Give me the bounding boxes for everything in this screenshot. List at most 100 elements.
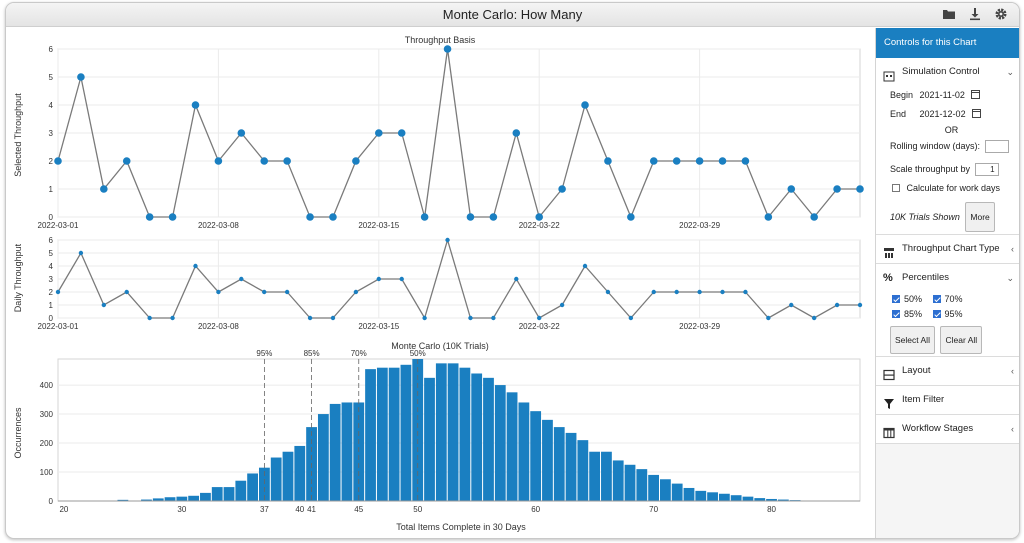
data-point bbox=[307, 315, 313, 321]
data-point bbox=[489, 213, 498, 221]
item-filter-header[interactable]: Item Filter bbox=[876, 386, 1019, 414]
histogram-bar bbox=[117, 499, 129, 501]
section-label: Workflow Stages bbox=[902, 423, 974, 434]
workflow-stages-header[interactable]: Workflow Stages ‹ bbox=[876, 415, 1019, 443]
histogram-bar bbox=[660, 479, 671, 501]
y-axis-label: Occurrences bbox=[13, 407, 23, 459]
clear-all-button[interactable]: Clear All bbox=[940, 326, 983, 354]
histogram-bar bbox=[412, 359, 424, 501]
histogram-bar bbox=[695, 490, 707, 501]
histogram-bar bbox=[494, 385, 506, 501]
percentile-buttons: Select All Clear All bbox=[890, 326, 1013, 354]
percentile-label: 85% bbox=[304, 349, 320, 358]
data-point bbox=[283, 157, 291, 165]
throughput-basis-chart: Throughput Basis Selected Throughput 0 1 2… bbox=[13, 35, 864, 230]
percentile-label: 70% bbox=[944, 294, 963, 304]
data-point bbox=[718, 157, 727, 165]
daily-throughput-chart: Daily Throughput 0 1 2 3 4 5 6 2022-03-01 2022-0… bbox=[13, 236, 863, 331]
histogram-bar bbox=[447, 363, 459, 501]
chart-area: Throughput Basis Selected Throughput 0 1 2… bbox=[6, 28, 874, 538]
percentile-label: 95% bbox=[256, 349, 272, 358]
percentiles-header[interactable]: % Percentiles ⌄ bbox=[876, 264, 1019, 292]
data-point bbox=[260, 157, 269, 165]
data-point bbox=[214, 157, 223, 165]
data-point bbox=[376, 276, 381, 282]
gear-icon[interactable] bbox=[994, 7, 1010, 23]
data-point bbox=[329, 213, 337, 221]
y-tick-label: 2 bbox=[49, 157, 54, 166]
histogram-bar bbox=[636, 469, 648, 501]
select-all-button[interactable]: Select All bbox=[890, 326, 935, 354]
histogram-bar bbox=[730, 495, 742, 501]
throughput-chart-type-header[interactable]: Throughput Chart Type ‹ bbox=[876, 235, 1019, 263]
data-point bbox=[810, 213, 818, 221]
data-point bbox=[764, 213, 773, 221]
x-tick-label: 50 bbox=[413, 505, 422, 514]
begin-row: Begin 2021-11-02 bbox=[890, 86, 1013, 105]
begin-date-field[interactable]: 2021-11-02 bbox=[919, 90, 965, 100]
histogram-bar bbox=[176, 496, 188, 501]
data-point bbox=[582, 263, 588, 269]
layout-header[interactable]: Layout ‹ bbox=[876, 357, 1019, 385]
series-line bbox=[57, 48, 860, 219]
percentile-85-checkbox[interactable] bbox=[892, 310, 900, 318]
data-point bbox=[627, 213, 635, 221]
histogram-bar bbox=[742, 496, 754, 501]
data-point bbox=[306, 213, 314, 221]
x-tick-label: 20 bbox=[59, 505, 68, 514]
data-point bbox=[445, 237, 450, 243]
data-point bbox=[811, 315, 817, 321]
chart-title: Throughput Basis bbox=[405, 35, 476, 45]
percentile-70-checkbox[interactable] bbox=[932, 295, 941, 303]
download-icon[interactable] bbox=[968, 7, 984, 23]
app-window: Monte Carlo: How Many Throughput Basis S… bbox=[5, 2, 1020, 539]
rolling-window-row: Rolling window (days): bbox=[890, 137, 1013, 156]
x-tick-label: 2022-03-15 bbox=[358, 221, 399, 230]
x-tick-label: 60 bbox=[531, 505, 540, 514]
histogram-bar bbox=[565, 432, 577, 501]
histogram-bar bbox=[376, 367, 388, 501]
histogram-bar bbox=[152, 498, 164, 501]
percentile-95-checkbox[interactable] bbox=[932, 310, 941, 318]
y-tick-label: 3 bbox=[49, 275, 54, 284]
calendar-icon[interactable] bbox=[971, 90, 981, 99]
data-point bbox=[54, 157, 62, 165]
calendar-icon[interactable] bbox=[972, 109, 982, 118]
y-tick-label: 0 bbox=[49, 314, 54, 323]
histogram-bar bbox=[671, 483, 683, 501]
histogram-bar bbox=[553, 427, 565, 501]
rolling-window-input[interactable] bbox=[984, 140, 1009, 154]
more-button[interactable]: More bbox=[965, 202, 995, 232]
workdays-checkbox[interactable] bbox=[892, 184, 900, 192]
x-tick-label: 37 bbox=[260, 505, 269, 514]
data-point bbox=[789, 302, 794, 308]
data-point bbox=[535, 213, 543, 221]
controls-panel: Controls for this Chart Simulation Contr… bbox=[875, 28, 1019, 538]
data-point bbox=[674, 289, 679, 295]
trials-shown-label: 10K Trials Shown bbox=[890, 212, 960, 222]
simulation-control-header[interactable]: Simulation Control ⌄ bbox=[876, 58, 1019, 86]
y-tick-label: 4 bbox=[49, 101, 54, 110]
scale-input[interactable]: 1 bbox=[974, 163, 999, 177]
y-tick-label: 0 bbox=[49, 213, 54, 222]
section-label: Item Filter bbox=[902, 394, 945, 405]
percentile-label: 70% bbox=[351, 349, 367, 358]
percentile-50-checkbox[interactable] bbox=[892, 295, 900, 303]
data-point bbox=[833, 185, 841, 193]
x-tick-label: 2022-03-01 bbox=[38, 322, 79, 331]
data-point bbox=[420, 213, 429, 221]
data-point bbox=[720, 289, 725, 295]
data-point bbox=[262, 289, 267, 295]
folder-icon[interactable] bbox=[942, 7, 958, 23]
percentile-label: 50% bbox=[904, 294, 923, 304]
filter-icon bbox=[883, 394, 895, 409]
histogram-bar bbox=[424, 377, 435, 501]
charts-canvas: Throughput Basis Selected Throughput 0 1 2… bbox=[13, 35, 864, 532]
histogram-bar bbox=[211, 487, 223, 501]
data-point bbox=[399, 276, 404, 282]
histogram-bar bbox=[471, 373, 483, 501]
data-point bbox=[672, 157, 681, 165]
end-date-field[interactable]: 2021-12-02 bbox=[919, 109, 966, 119]
data-point bbox=[491, 315, 496, 321]
histogram-bar bbox=[459, 367, 471, 501]
